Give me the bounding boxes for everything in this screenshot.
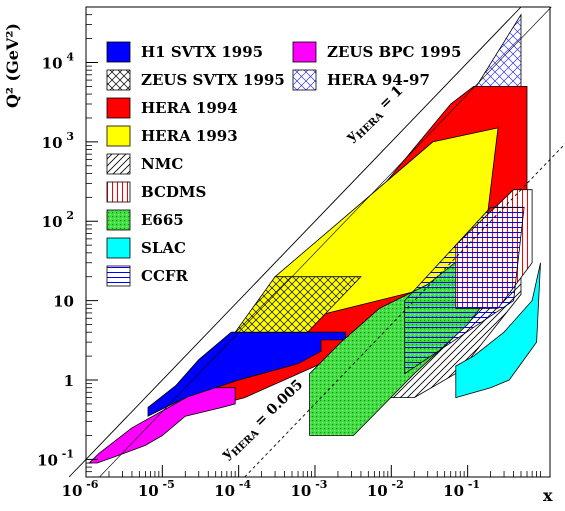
legend-swatch-e665: [106, 209, 131, 231]
x-tick-label-1: 10 -5: [138, 478, 175, 500]
legend-label-hera-1993: HERA 1993: [141, 127, 238, 145]
region-ccfr: [404, 206, 525, 375]
region-slac: [455, 262, 541, 399]
legend-label-hera-1994: HERA 1994: [141, 99, 238, 117]
legend-swatch-bcdms: [106, 181, 131, 203]
legend-swatch-ccfr: [106, 265, 131, 287]
x-tick-label-2: 10 -4: [214, 478, 251, 500]
x-tick-label-5: 10 -1: [443, 478, 480, 500]
legend-label-bcdms: BCDMS: [141, 183, 206, 201]
y-tick-label-3: 10 2: [42, 209, 74, 231]
x-tick-label-3: 10 -3: [291, 478, 328, 500]
annotation-y-hera-0: yHERA = 1: [342, 83, 408, 148]
legend-label-slac: SLAC: [141, 239, 186, 257]
x-axis-title: x: [543, 486, 553, 505]
plot-border: [85, 6, 551, 478]
y-axis-title: Q² (GeV²): [3, 23, 22, 108]
legend: H1 SVTX 1995 ZEUS SVTX 1995 HERA 1994 HERA …: [106, 41, 461, 287]
y-tick-label-1: 1: [64, 372, 74, 390]
y-tick-label-0: 10 -1: [37, 447, 74, 469]
legend-label-zeus-bpc-1995: ZEUS BPC 1995: [327, 43, 461, 61]
data-regions: [88, 13, 541, 464]
line-y-hera-1: [68, 6, 522, 478]
legend-label-nmc: NMC: [141, 155, 183, 173]
x-tick-label-4: 10 -2: [367, 478, 404, 500]
region-hera-94-97: [475, 13, 522, 87]
axis-labels: x Q² (GeV²): [3, 23, 553, 505]
legend-swatch-nmc: [106, 153, 131, 175]
legend-label-zeus-svtx-1995: ZEUS SVTX 1995: [141, 71, 285, 89]
legend-label-h1-svtx-1995: H1 SVTX 1995: [141, 43, 263, 61]
legend-swatch-zeus-svtx-1995: [106, 69, 131, 91]
legend-label-e665: E665: [141, 211, 184, 229]
line-y-hera-0005: [244, 143, 565, 478]
line-boundary: [99, 6, 552, 478]
legend-swatch-hera-1994: [106, 97, 131, 119]
plot-frame: 10 -6 10 -5 10 -4 10 -3 10 -2 10 -1 10 -1 1 10 10…: [37, 6, 551, 500]
legend-swatch-h1-svtx-1995: [106, 41, 131, 63]
legend-swatch-slac: [106, 237, 131, 259]
y-tick-label-5: 10 4: [42, 50, 75, 72]
legend-label-ccfr: CCFR: [141, 267, 189, 285]
y-tick-label-2: 10: [53, 293, 74, 311]
legend-swatch-hera-94-97: [292, 69, 317, 91]
y-tick-label-4: 10 3: [42, 130, 74, 152]
x-tick-label-0: 10 -6: [62, 478, 99, 500]
legend-swatch-zeus-bpc-1995: [292, 41, 317, 63]
legend-label-hera-94-97: HERA 94-97: [327, 71, 430, 89]
legend-swatch-hera-1993: [106, 125, 131, 147]
